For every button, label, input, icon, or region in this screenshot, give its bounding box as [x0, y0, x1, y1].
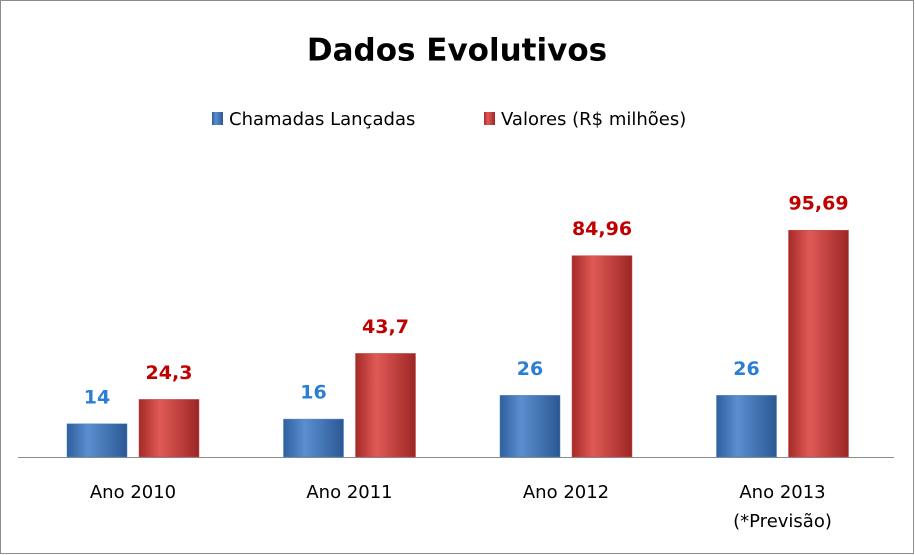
- x-tick-label: Ano 2013 (*Previsão): [733, 482, 832, 532]
- bar: [788, 229, 849, 458]
- x-tick-label: Ano 2011: [306, 482, 392, 503]
- bar: [499, 395, 561, 458]
- data-label: 84,96: [572, 218, 632, 240]
- bar: [571, 255, 633, 458]
- data-label: 16: [300, 382, 326, 404]
- bar: [66, 423, 128, 458]
- data-label: 14: [84, 386, 110, 408]
- bar: [138, 399, 200, 458]
- legend-label: Chamadas Lançadas: [229, 109, 415, 130]
- bar: [283, 418, 344, 458]
- data-label: 24,3: [146, 362, 193, 384]
- data-label: 26: [517, 358, 543, 380]
- chart-title: Dados Evolutivos: [307, 33, 607, 69]
- x-tick-label: Ano 2012: [523, 482, 609, 503]
- bar: [355, 353, 416, 458]
- legend-swatch: [484, 112, 495, 125]
- data-label: 95,69: [788, 193, 848, 215]
- data-label: 43,7: [362, 316, 409, 338]
- data-label: 26: [733, 358, 759, 380]
- x-tick-label: Ano 2010: [90, 482, 176, 503]
- legend-label: Valores (R$ milhões): [501, 109, 686, 130]
- bar: [716, 395, 777, 458]
- legend-swatch: [212, 112, 223, 125]
